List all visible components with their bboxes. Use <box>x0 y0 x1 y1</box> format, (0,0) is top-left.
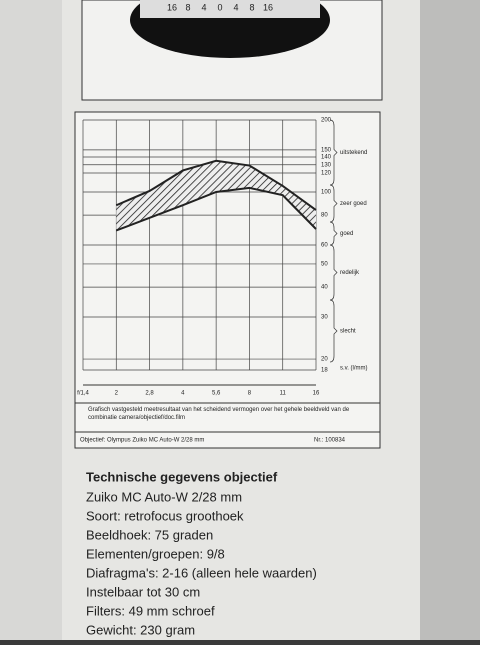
lens-scale-label: 4 <box>233 2 238 12</box>
x-tick-label: 16 <box>313 391 320 397</box>
y-tick-label: 100 <box>321 190 332 196</box>
bracket <box>329 299 338 363</box>
spec-line: Filters: 49 mm schroef <box>86 603 215 618</box>
objective: Objectief: Olympus Zuiko MC Auto-W 2/28 … <box>80 438 204 444</box>
lens-scale-label: 16 <box>263 2 273 12</box>
spec-line: Soort: retrofocus groothoek <box>86 508 244 523</box>
caption-box: Grafisch vastgesteld meetresultaat van h… <box>88 407 350 421</box>
spec-line: Instelbaar tot 30 cm <box>86 584 200 599</box>
bracket <box>329 221 338 246</box>
y-tick-label: 140 <box>321 155 332 161</box>
right-edge <box>420 0 480 640</box>
bracket <box>329 244 338 301</box>
lens-scale-label: 8 <box>249 2 254 12</box>
bracket <box>329 184 338 223</box>
y-tick-label: 18 <box>321 368 328 374</box>
y-tick-label: 150 <box>321 147 332 153</box>
lens-scale-label: 16 <box>167 2 177 12</box>
lens-scale-label: 4 <box>201 2 206 12</box>
x-tick-label: 4 <box>181 391 185 397</box>
y-tick-label: 200 <box>321 118 332 124</box>
spec-line: Beeldhoek: 75 graden <box>86 527 213 542</box>
rating-label: goed <box>340 231 353 237</box>
y-tick-label: 60 <box>321 243 328 249</box>
x-tick-label: 2 <box>115 391 119 397</box>
band-fill <box>116 160 317 231</box>
spec-line: Diafragma's: 2-16 (alleen hele waarden) <box>86 565 317 580</box>
y-tick-label: 80 <box>321 213 328 219</box>
number: Nr.: 100834 <box>314 438 346 444</box>
y-tick-label: 130 <box>321 162 332 168</box>
y-tick-label: 40 <box>321 285 328 291</box>
x-tick-label: f/1,4 <box>77 391 89 397</box>
x-tick-label: 8 <box>248 391 252 397</box>
x-tick-label: 2,8 <box>145 391 154 397</box>
lens-scale-label: 8 <box>185 2 190 12</box>
y-tick-label: 20 <box>321 357 328 363</box>
band-edge <box>115 159 317 211</box>
caption: Grafisch vastgesteld meetresultaat van h… <box>88 407 350 421</box>
rating-label: uitstekend <box>340 150 367 156</box>
lens-scale-ring <box>140 0 320 18</box>
rating-label: s.v. (l/mm) <box>340 366 368 372</box>
y-tick-label: 50 <box>321 262 328 268</box>
x-tick-label: 11 <box>280 391 287 397</box>
x-tick-label: 5,6 <box>212 391 221 397</box>
y-tick-label: 120 <box>321 171 332 177</box>
rating-label: slecht <box>340 329 356 335</box>
y-tick-label: 30 <box>321 315 328 321</box>
band-edge <box>115 186 317 232</box>
rating-label: redelijk <box>340 270 360 276</box>
rating-label: zeer goed <box>340 201 367 207</box>
specs-title: Technische gegevens objectief <box>86 469 278 484</box>
spec-line: Gewicht: 230 gram <box>86 622 195 637</box>
bracket <box>329 119 338 186</box>
lens-scale-label: 0 <box>217 2 222 12</box>
spec-line: Zuiko MC Auto-W 2/28 mm <box>86 489 242 504</box>
spec-line: Elementen/groepen: 9/8 <box>86 546 225 561</box>
